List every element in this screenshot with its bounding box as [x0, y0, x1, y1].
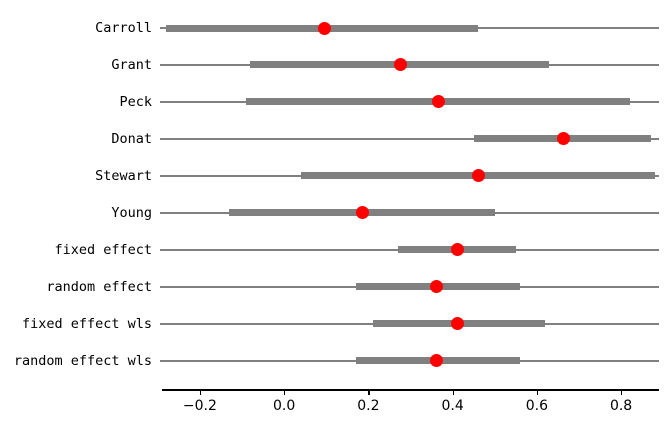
x-axis-tick [452, 390, 454, 395]
x-axis-tick [536, 390, 539, 395]
x-axis-tick-label: 0.4 [441, 398, 464, 414]
x-axis-tick [199, 390, 202, 395]
row-label: Peck [119, 93, 152, 110]
x-axis-tick-label: 0.6 [525, 398, 548, 414]
x-axis-tick-label: 0.8 [609, 398, 633, 414]
x-axis-tick-label: −0.2 [182, 398, 217, 414]
row-label: Grant [111, 56, 152, 73]
row-label: Young [111, 204, 152, 221]
row-label: random effect [46, 278, 152, 295]
x-axis-tick [284, 390, 286, 395]
row-label: Donat [111, 130, 152, 147]
effect-estimate-dot [355, 206, 369, 220]
row-guide-line [160, 137, 659, 140]
effect-estimate-dot [472, 169, 486, 183]
row-label: fixed effect wls [21, 315, 152, 332]
effect-estimate-dot [317, 21, 331, 35]
row-label: Stewart [95, 167, 152, 184]
effect-estimate-dot [394, 58, 408, 72]
x-axis-tick-label: 0.0 [273, 398, 296, 414]
x-axis-tick [621, 390, 623, 395]
effect-estimate-dot [451, 317, 465, 331]
x-axis-tick-label: 0.2 [357, 398, 380, 414]
row-label: fixed effect [54, 241, 152, 258]
x-axis-spine [162, 389, 659, 391]
row-label: random effect wls [13, 352, 152, 369]
effect-estimate-dot [451, 243, 465, 257]
row-label: Carroll [95, 20, 152, 36]
effect-estimate-dot [432, 95, 446, 109]
x-axis-tick [368, 390, 370, 395]
effect-estimate-dot [430, 354, 444, 368]
effect-estimate-dot [430, 280, 444, 294]
effect-estimate-dot [557, 132, 571, 146]
